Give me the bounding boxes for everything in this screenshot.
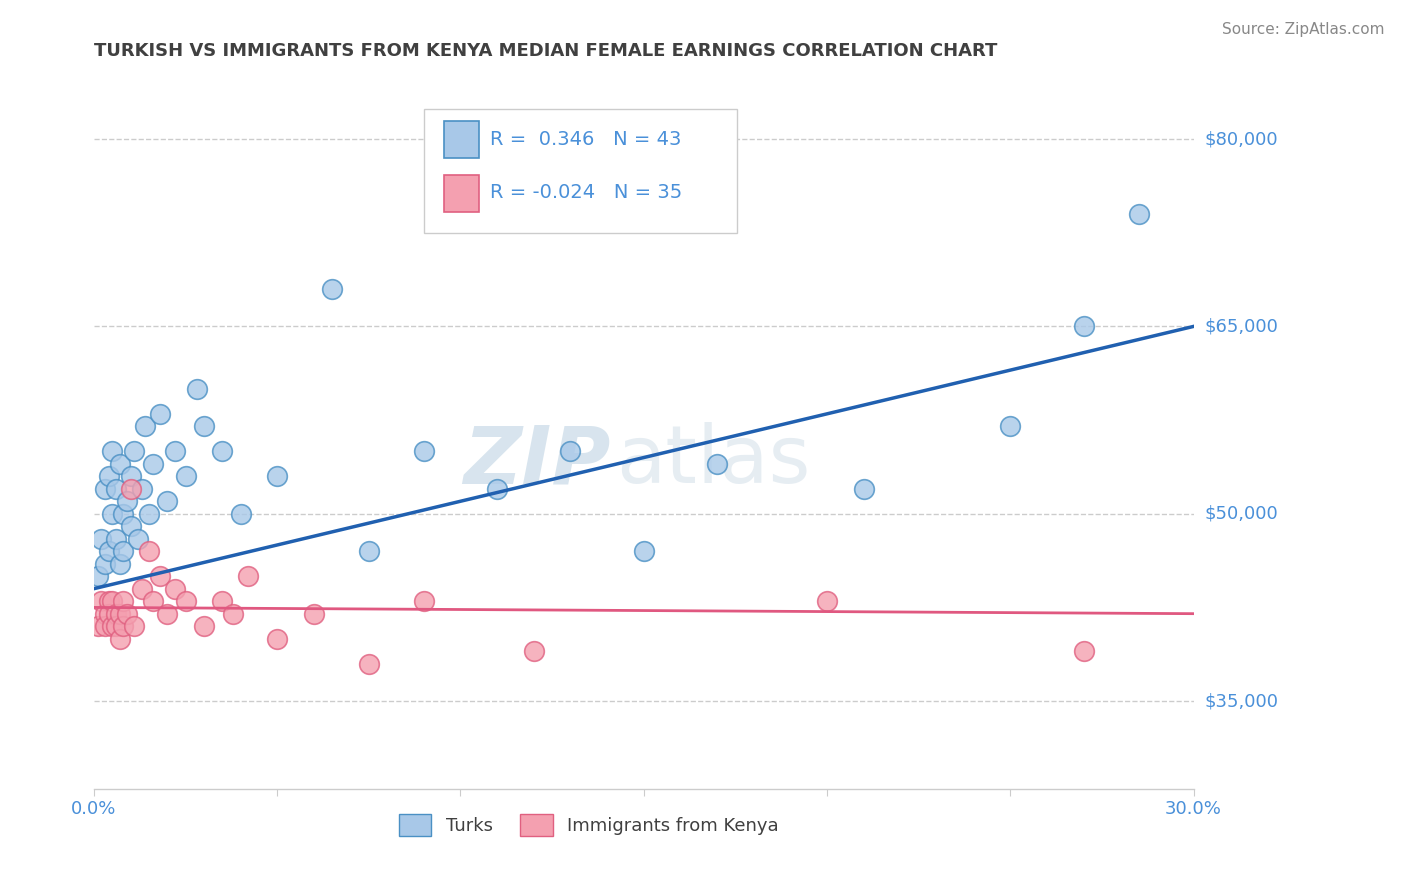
Text: Source: ZipAtlas.com: Source: ZipAtlas.com [1222, 22, 1385, 37]
Point [138, 544, 160, 558]
Point [120, 519, 142, 533]
Point [174, 469, 197, 483]
Point [112, 594, 135, 608]
Point [97, 607, 120, 621]
Point [101, 594, 124, 608]
Point [302, 607, 325, 621]
Point [1073, 319, 1095, 334]
Point [104, 482, 127, 496]
Point [101, 444, 124, 458]
Point [236, 569, 259, 583]
Text: R = -0.024   N = 35: R = -0.024 N = 35 [489, 183, 682, 202]
Point [101, 507, 124, 521]
Point [108, 557, 131, 571]
Point [149, 569, 172, 583]
Point [108, 632, 131, 646]
Point [115, 607, 138, 621]
Point [633, 544, 655, 558]
Point [149, 407, 172, 421]
Text: $65,000: $65,000 [1205, 318, 1278, 335]
FancyBboxPatch shape [423, 109, 737, 233]
Point [222, 607, 245, 621]
Point [104, 532, 127, 546]
Point [120, 482, 142, 496]
Point [163, 444, 186, 458]
Point [131, 582, 153, 596]
Point [94, 607, 117, 621]
Point [104, 607, 127, 621]
Point [86, 619, 108, 633]
Point [142, 594, 165, 608]
Point [112, 507, 135, 521]
Point [412, 594, 434, 608]
Point [115, 494, 138, 508]
Text: R =  0.346   N = 43: R = 0.346 N = 43 [489, 130, 681, 150]
Point [193, 419, 215, 434]
Point [229, 507, 252, 521]
Point [138, 507, 160, 521]
Text: $50,000: $50,000 [1205, 505, 1278, 523]
Point [1128, 207, 1150, 221]
Point [122, 619, 145, 633]
Point [852, 482, 875, 496]
Point [193, 619, 215, 633]
Point [108, 607, 131, 621]
Point [97, 594, 120, 608]
Point [1073, 644, 1095, 658]
Point [156, 494, 179, 508]
Point [815, 594, 838, 608]
Point [357, 657, 380, 671]
Point [104, 619, 127, 633]
Point [112, 544, 135, 558]
Point [163, 582, 186, 596]
Point [412, 444, 434, 458]
Point [1000, 419, 1022, 434]
Point [266, 469, 288, 483]
Bar [444, 121, 479, 159]
Point [108, 457, 131, 471]
Point [112, 619, 135, 633]
Point [523, 644, 546, 658]
Text: TURKISH VS IMMIGRANTS FROM KENYA MEDIAN FEMALE EARNINGS CORRELATION CHART: TURKISH VS IMMIGRANTS FROM KENYA MEDIAN … [94, 42, 997, 60]
Point [122, 444, 145, 458]
Text: atlas: atlas [616, 422, 811, 500]
Point [97, 469, 120, 483]
Point [127, 532, 149, 546]
Point [90, 532, 112, 546]
Point [94, 619, 117, 633]
Point [131, 482, 153, 496]
Point [174, 594, 197, 608]
Text: $80,000: $80,000 [1205, 130, 1278, 148]
Point [134, 419, 156, 434]
Point [211, 444, 233, 458]
Point [101, 619, 124, 633]
Point [86, 569, 108, 583]
Text: ZIP: ZIP [464, 422, 610, 500]
Bar [444, 175, 479, 212]
Point [94, 482, 117, 496]
Point [266, 632, 288, 646]
Point [321, 282, 343, 296]
Point [90, 594, 112, 608]
Point [120, 469, 142, 483]
Point [97, 544, 120, 558]
Point [94, 557, 117, 571]
Point [486, 482, 509, 496]
Legend: Turks, Immigrants from Kenya: Turks, Immigrants from Kenya [392, 807, 786, 844]
Point [357, 544, 380, 558]
Point [156, 607, 179, 621]
Point [560, 444, 582, 458]
Text: $35,000: $35,000 [1205, 692, 1278, 710]
Point [211, 594, 233, 608]
Point [706, 457, 728, 471]
Point [142, 457, 165, 471]
Point [186, 382, 208, 396]
